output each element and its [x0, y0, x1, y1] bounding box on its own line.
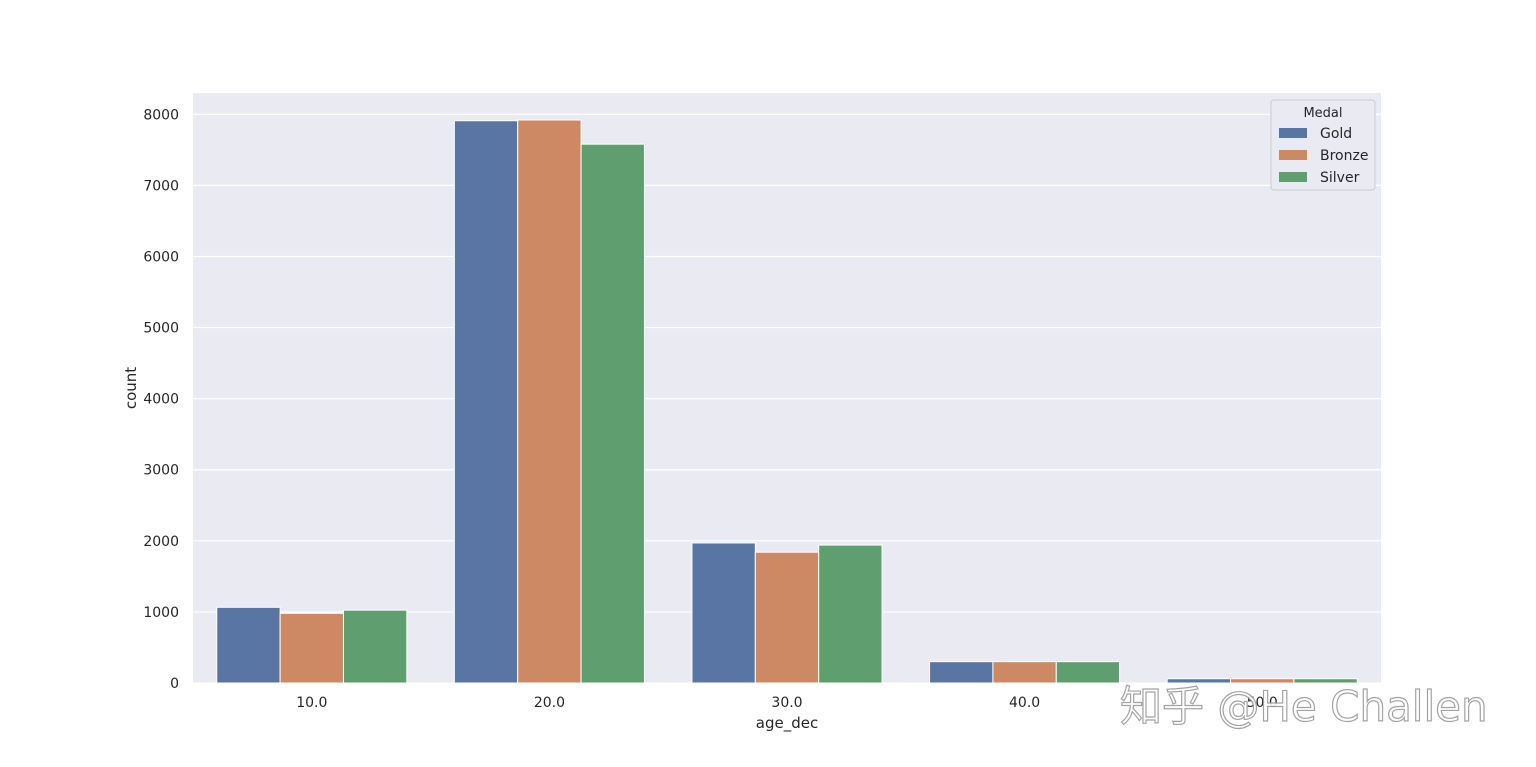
x-tick-label: 10.0	[296, 695, 327, 711]
bar-gold-30-0	[691, 542, 756, 684]
x-tick-labels: 10.0 20.0 30.0 40.0 50.0	[296, 695, 1278, 711]
legend-items: Gold Bronze Silver	[1279, 126, 1368, 186]
bar-silver-20-0	[580, 143, 645, 684]
y-axis-label: count	[122, 367, 140, 409]
bars	[216, 119, 1358, 684]
y-tick-label: 1000	[143, 605, 179, 621]
bar-bronze-20-0	[517, 119, 582, 684]
x-tick-label: 40.0	[1009, 695, 1040, 711]
bar-silver-50-0	[1293, 678, 1358, 684]
y-tick-label: 0	[170, 676, 179, 692]
bar-silver-30-0	[818, 544, 883, 684]
x-tick-label: 20.0	[534, 695, 565, 711]
bar-bronze-10-0	[279, 612, 344, 684]
y-tick-label: 8000	[143, 107, 179, 123]
legend-swatch-gold	[1279, 128, 1307, 138]
legend-title: Medal	[1303, 106, 1342, 121]
legend-label-gold: Gold	[1320, 126, 1352, 142]
x-axis-label: age_dec	[756, 714, 818, 733]
legend-label-bronze: Bronze	[1320, 148, 1368, 164]
bar-bronze-30-0	[754, 551, 820, 684]
legend-box	[1270, 99, 1376, 191]
x-tick-label: 30.0	[771, 695, 802, 711]
y-tick-label: 5000	[143, 321, 179, 337]
x-tick-label: 50.0	[1247, 695, 1278, 711]
y-tick-label: 6000	[143, 249, 179, 265]
bar-gold-20-0	[453, 120, 519, 684]
bar-silver-40-0	[1055, 661, 1121, 684]
y-tick-label: 7000	[143, 178, 179, 194]
bar-bronze-40-0	[992, 661, 1057, 684]
watermark-text: 知乎 @He Challen	[1120, 682, 1488, 731]
y-tick-label: 2000	[143, 534, 179, 550]
y-tick-label: 4000	[143, 392, 179, 408]
legend-label-silver: Silver	[1320, 170, 1360, 186]
legend-swatch-silver	[1279, 172, 1307, 182]
legend-swatch-bronze	[1279, 150, 1307, 160]
bar-silver-10-0	[342, 609, 408, 684]
bar-gold-10-0	[216, 606, 281, 684]
y-tick-label: 3000	[143, 463, 179, 479]
legend: Medal Gold Bronze Silver	[1270, 99, 1376, 191]
y-tick-labels: 0 1000 2000 3000 4000 5000 6000 7000 8000	[143, 107, 179, 692]
bar-gold-40-0	[929, 661, 994, 684]
